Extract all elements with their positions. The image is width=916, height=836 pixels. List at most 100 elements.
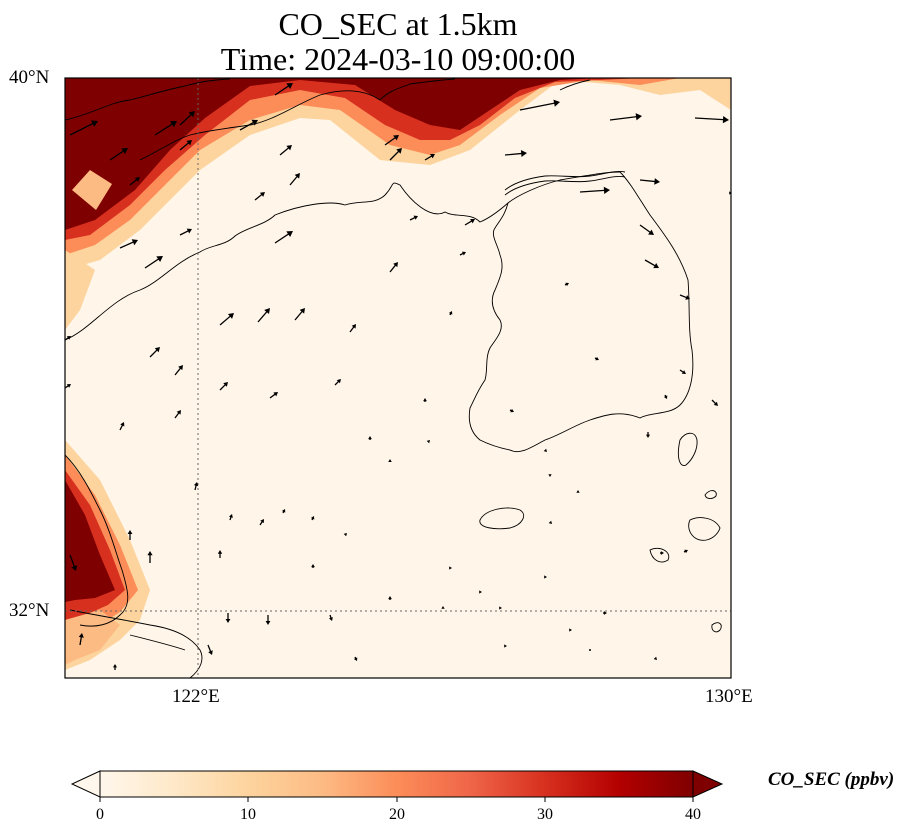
wind-arrow [174,365,183,376]
wind-arrow [548,474,552,477]
wind-arrow [274,83,293,96]
wind-arrow [603,611,607,615]
wind-arrow [639,178,660,185]
wind-arrow [119,422,125,431]
wind-arrow [368,436,372,440]
wind-arrow [639,224,654,235]
map-frame [64,77,732,679]
wind-arrow [281,509,286,514]
gridlines [65,78,731,678]
wind-arrow [127,530,133,540]
wind-arrow [679,294,690,300]
wind-arrow [328,614,333,621]
plot-title-line2: Time: 2024-03-10 09:00:00 [220,41,576,77]
wind-arrow [576,490,580,493]
wind-arrow [65,384,71,389]
wind-arrow [179,228,192,236]
wind-arrow [310,516,315,521]
wind-arrow [594,356,599,361]
colorbar-tick-30: 30 [537,806,553,823]
colorbar-tick-10: 10 [240,806,256,823]
wind-arrow [343,533,347,537]
wind-arrow [388,596,392,600]
wind-arrow [579,186,610,194]
wind-arrow [644,259,659,269]
wind-arrow [179,140,192,151]
wind-arrow [711,399,718,406]
wind-arrow [389,148,402,161]
lat-tick-32n: 32°N [9,600,50,621]
wind-arrow [424,154,435,161]
wind-arrow [129,177,140,186]
wind-arrow [441,606,445,609]
wind-vectors [65,83,731,670]
wind-arrow [174,410,181,419]
wind-arrow [147,551,153,563]
wind-arrow [464,219,475,226]
wind-arrow [69,554,78,571]
wind-arrow [112,664,118,670]
wind-arrow [78,633,84,646]
wind-arrow [589,649,591,651]
wind-arrow [289,173,300,186]
colorbar-tick-0: 0 [96,806,104,823]
plot-title-line1: CO_SEC at 1.5km [278,6,518,42]
wind-arrow [179,111,195,126]
wind-arrow [294,308,305,321]
wind-arrow [228,514,233,521]
lon-tick-122e: 122°E [172,686,220,707]
wind-arrow [219,313,234,326]
wind-arrow [65,336,71,341]
wind-arrow [694,116,729,124]
wind-arrow [239,119,258,131]
wind-arrow [217,550,223,558]
wind-arrow [265,615,271,625]
concentration-field [65,78,731,678]
lat-tick-40n: 40°N [9,67,50,88]
wind-arrow [254,192,265,201]
wind-arrow [683,549,688,554]
wind-arrow [653,656,657,660]
wind-arrow [219,382,228,391]
wind-arrow [149,347,160,358]
wind-arrow [509,408,514,413]
wind-arrow [257,308,270,323]
wind-arrow [426,440,430,444]
lon-tick-130e: 130°E [705,686,753,707]
colorbar-tick-40: 40 [685,806,701,823]
wind-arrow [449,566,452,570]
wind-arrow [448,311,453,316]
wind-arrow [499,606,502,610]
wind-arrow [519,99,560,111]
wind-arrow [409,215,418,221]
wind-arrow [423,398,427,402]
wind-arrow [548,520,552,524]
wind-arrow [279,145,292,156]
wind-arrow [479,590,482,594]
wind-arrow [544,575,547,579]
colorbar-label: CO_SEC (ppbv) [768,769,895,790]
wind-arrow [144,256,163,269]
wind-arrow [154,121,177,136]
wind-arrow [225,613,231,623]
wind-arrow [311,564,315,568]
wind-arrow [353,656,358,661]
wind-arrow [384,135,399,146]
wind-arrow [259,519,264,526]
wind-arrow [609,113,642,121]
wind-arrow [119,239,138,249]
wind-arrow [109,148,128,161]
wind-arrow [389,262,398,273]
wind-arrow [679,369,686,374]
wind-arrow [269,392,278,399]
wind-arrow [645,432,651,438]
wind-arrow [543,448,547,452]
wind-arrow [334,379,341,386]
coastlines [65,78,722,678]
wind-arrow [388,459,392,462]
wind-arrow [504,150,527,158]
wind-arrow [349,324,356,333]
wind-arrow [663,394,668,399]
wind-arrow [207,644,213,655]
